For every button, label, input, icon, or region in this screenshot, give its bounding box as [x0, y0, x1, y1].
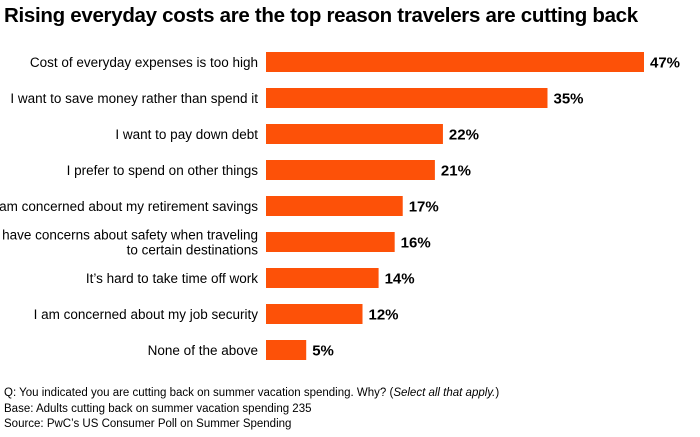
- value-label: 22%: [449, 127, 479, 144]
- category-label: I want to pay down debt: [115, 127, 258, 142]
- bar: [266, 340, 307, 360]
- category-label: I have concerns about safety when travel…: [0, 228, 258, 258]
- source-note: Source: PwC’s US Consumer Poll on Summer…: [4, 418, 292, 430]
- category-label: I want to save money rather than spend i…: [10, 91, 258, 106]
- bar: [266, 268, 379, 288]
- value-label: 21%: [441, 163, 471, 180]
- bar: [266, 124, 443, 144]
- category-label: Cost of everyday expenses is too high: [30, 55, 258, 70]
- value-label: 16%: [401, 235, 431, 252]
- bar: [266, 196, 403, 216]
- value-label: 5%: [312, 343, 334, 360]
- bar: [266, 88, 548, 108]
- base-note: Base: Adults cutting back on summer vaca…: [4, 402, 312, 415]
- value-label: 12%: [369, 307, 399, 324]
- category-label: I prefer to spend on other things: [67, 163, 259, 178]
- category-label: I am concerned about my retirement savin…: [0, 199, 258, 214]
- value-label: 17%: [409, 199, 439, 216]
- bar: [266, 232, 395, 252]
- bar: [266, 304, 363, 324]
- chart-notes: Q: You indicated you are cutting back on…: [4, 386, 499, 433]
- question-italic: Select all that apply.: [393, 387, 496, 399]
- value-label: 14%: [385, 271, 415, 288]
- question-prefix: Q: You indicated you are cutting back on…: [4, 387, 394, 399]
- chart-title: Rising everyday costs are the top reason…: [4, 4, 638, 27]
- bar-chart: Cost of everyday expenses is too high 47%…: [0, 52, 680, 360]
- question-suffix: ): [495, 387, 500, 399]
- bar: [266, 160, 435, 180]
- bar: [266, 52, 644, 72]
- category-label: I am concerned about my job security: [34, 307, 259, 322]
- question-note: Q: You indicated you are cutting back on…: [4, 386, 499, 402]
- category-label: None of the above: [148, 343, 258, 358]
- category-label: It’s hard to take time off work: [86, 271, 258, 286]
- value-label: 47%: [650, 55, 680, 72]
- value-label: 35%: [553, 91, 583, 108]
